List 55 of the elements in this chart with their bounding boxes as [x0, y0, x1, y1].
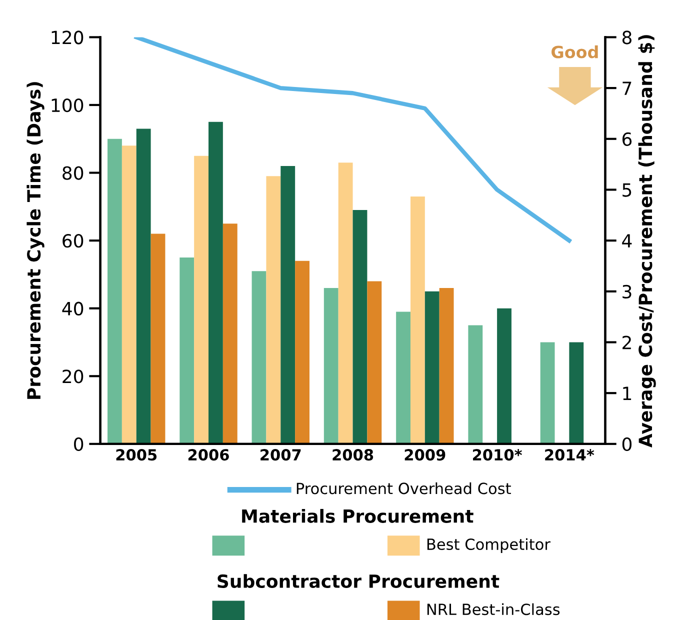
legend-label: Best Competitor	[427, 538, 550, 553]
bar	[194, 156, 209, 444]
bar	[266, 176, 281, 444]
bar	[424, 291, 440, 444]
bar	[569, 342, 584, 444]
bar	[136, 128, 151, 444]
y2-tick-label: 6	[622, 132, 632, 146]
y2-tick-label: 3	[622, 284, 632, 299]
bar	[108, 138, 122, 444]
bar	[468, 325, 483, 444]
y2-tick-label: 8	[622, 30, 632, 44]
bar	[122, 146, 136, 444]
x-tick-label: 2006	[188, 449, 229, 461]
y-tick-label: 120	[52, 30, 84, 44]
y-tick-label: 60	[62, 234, 84, 248]
y-tick-label: 40	[62, 302, 84, 316]
bar	[280, 166, 296, 444]
y2-tick-label: 5	[622, 183, 632, 197]
bar	[252, 271, 266, 444]
bar	[338, 162, 353, 444]
x-tick-label: 2009	[404, 449, 446, 461]
bar	[439, 288, 454, 444]
legend-label: Procurement Overhead Cost	[296, 482, 511, 494]
y-tick-label: 0	[74, 437, 84, 452]
bar	[497, 308, 512, 444]
x-tick-label: 2014*	[545, 449, 594, 461]
y2-tick-label: 4	[622, 234, 632, 248]
bar	[150, 234, 166, 444]
annotation: Good	[552, 45, 598, 58]
text: Materials Procurement	[242, 508, 474, 523]
legend-label: NRL Best-in-Class	[427, 603, 560, 616]
bar	[352, 210, 368, 444]
bar	[324, 288, 338, 444]
y2-tick-label: 7	[622, 82, 632, 95]
y2-tick-label: 2	[622, 336, 631, 350]
text: Subcontractor Procurement	[218, 574, 500, 588]
bar	[222, 224, 238, 444]
y2-axis-title: Average Cost/Procurement (Thousand $)	[638, 35, 656, 448]
bar	[396, 312, 410, 444]
y2-tick-label: 1	[623, 386, 632, 400]
y-axis-title: Procurement Cycle Time (Days)	[26, 82, 44, 399]
y-tick-label: 20	[62, 370, 84, 384]
bar	[540, 342, 555, 444]
x-tick-label: 2005	[116, 449, 157, 461]
bar	[295, 260, 310, 444]
y-tick-label: 80	[62, 166, 84, 180]
x-tick-label: 2008	[332, 449, 374, 461]
y2-tick-label: 0	[622, 437, 632, 452]
bar	[367, 281, 382, 444]
x-tick-label: 2010*	[473, 449, 522, 461]
bar	[208, 122, 223, 444]
bar	[410, 196, 425, 444]
y-tick-label: 100	[52, 98, 84, 112]
bar	[180, 258, 194, 444]
x-tick-label: 2007	[260, 449, 301, 461]
